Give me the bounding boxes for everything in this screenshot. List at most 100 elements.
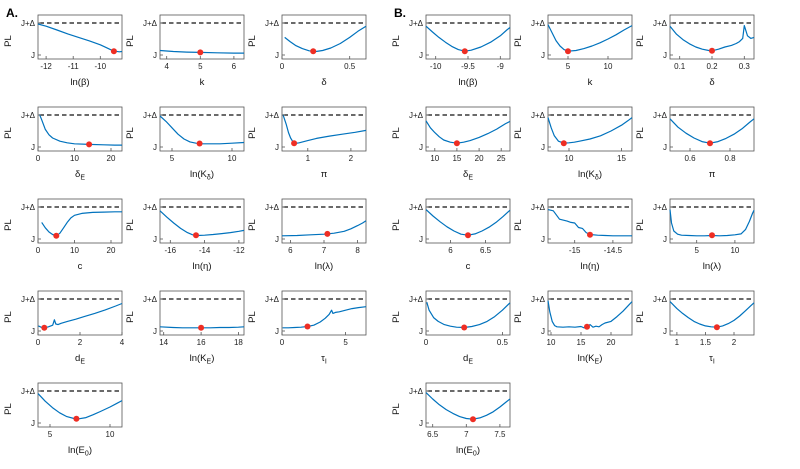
y-axis-label: PL <box>392 35 402 47</box>
profile-likelihood-curve <box>159 210 245 237</box>
axes-box <box>281 290 367 336</box>
y-tick-label: J <box>541 143 545 152</box>
optimum-dot <box>324 230 331 237</box>
panel-grid-b: -10 -9.5 -9 J+Δ J PL ln(β) 5 10 J+Δ J PL k 0.1 0.2 0.3 J… <box>391 8 758 464</box>
x-tick-label: 20 <box>475 154 484 163</box>
panel-label-B: B. <box>394 6 406 20</box>
x-tick-label: 0.1 <box>674 62 686 71</box>
x-tick-label: 14 <box>159 338 168 347</box>
subplot: 10 15 20 25 J+Δ J PL δE <box>391 106 511 182</box>
x-tick-label: 10 <box>70 154 79 163</box>
x-tick-label: 4 <box>120 338 125 347</box>
subplot: -12 -11 -10 J+Δ J PL ln(β) <box>3 14 123 88</box>
x-tick-label: 7.5 <box>494 430 506 439</box>
x-axis-label: τI <box>709 353 715 366</box>
y-tick-label: J <box>419 143 423 152</box>
y-tick-label: J <box>419 235 423 244</box>
x-tick-label: -12 <box>233 246 245 255</box>
profile-likelihood-curve <box>547 209 632 237</box>
axes-box <box>159 106 245 152</box>
x-tick-label: 6.5 <box>480 246 492 255</box>
x-axis-label: δ <box>709 77 714 88</box>
profile-likelihood-curve <box>282 114 367 145</box>
profile-likelihood-curve <box>669 301 755 328</box>
subplot-cell: 0.1 0.2 0.3 J+Δ J PL δ <box>635 8 758 96</box>
x-tick-label: -14 <box>199 246 211 255</box>
y-tick-label: J+Δ <box>531 295 546 304</box>
subplot-cell: 0 10 20 J+Δ J PL c <box>3 192 126 280</box>
axes-box <box>425 198 511 244</box>
y-axis-label: PL <box>392 403 402 415</box>
profile-likelihood-curve <box>425 120 511 144</box>
subplot: 10 15 20 J+Δ J PL ln(KE) <box>513 290 633 366</box>
axes-box <box>281 106 367 152</box>
x-tick-label: 1.5 <box>700 338 712 347</box>
optimum-dot <box>110 48 117 55</box>
optimum-dot <box>196 140 203 147</box>
x-tick-label: 5 <box>48 430 53 439</box>
x-tick-label: 10 <box>565 154 574 163</box>
subplot: 6 6.5 J+Δ J PL c <box>391 198 511 272</box>
x-tick-label: 0 <box>36 338 41 347</box>
axes-box <box>425 106 511 152</box>
subplot: 0 10 20 J+Δ J PL δE <box>3 106 123 182</box>
y-tick-label: J <box>31 235 35 244</box>
y-tick-label: J+Δ <box>143 203 158 212</box>
profile-likelihood-curve <box>426 302 511 329</box>
y-tick-label: J+Δ <box>21 203 36 212</box>
subplot: 14 16 18 J+Δ J PL ln(KE) <box>125 290 245 366</box>
x-tick-label: 0.2 <box>706 62 718 71</box>
y-tick-label: J+Δ <box>409 203 424 212</box>
subplot-cell: -12 -11 -10 J+Δ J PL ln(β) <box>3 8 126 96</box>
x-axis-label: ln(β) <box>458 77 477 88</box>
axes-box <box>547 290 633 336</box>
axes-box <box>669 198 755 244</box>
x-tick-label: 25 <box>497 154 506 163</box>
x-tick-label: 6 <box>232 62 237 71</box>
y-tick-label: J <box>541 235 545 244</box>
y-axis-label: PL <box>126 311 136 323</box>
optimum-dot <box>291 140 298 147</box>
y-tick-label: J+Δ <box>21 295 36 304</box>
y-tick-label: J+Δ <box>265 111 280 120</box>
x-axis-label: ln(Kδ) <box>578 169 602 182</box>
axes-box <box>547 198 633 244</box>
subplot-cell: 6.5 7 7.5 J+Δ J PL ln(E0) <box>391 376 514 464</box>
y-axis-label: PL <box>392 311 402 323</box>
x-tick-label: -15 <box>569 246 581 255</box>
y-tick-label: J <box>31 419 35 428</box>
panel-B: B. -10 -9.5 -9 J+Δ J PL ln(β) 5 10 J+Δ J PL k 0.1 0.2 0… <box>391 6 758 464</box>
subplot: -15 -14.5 J+Δ J PL ln(η) <box>513 198 633 272</box>
x-axis-label: δ <box>321 77 326 88</box>
x-tick-label: 5 <box>566 62 571 71</box>
x-tick-label: -12 <box>40 62 52 71</box>
x-axis-label: k <box>200 77 205 88</box>
y-tick-label: J+Δ <box>21 111 36 120</box>
x-axis-label: δE <box>463 169 473 182</box>
profile-likelihood-curve <box>282 306 367 329</box>
x-axis-label: ln(KE) <box>578 353 603 366</box>
subplot-cell: 4 5 6 J+Δ J PL k <box>125 8 248 96</box>
y-tick-label: J+Δ <box>143 111 158 120</box>
y-tick-label: J <box>663 51 667 60</box>
y-tick-label: J+Δ <box>265 203 280 212</box>
optimum-dot <box>461 48 468 55</box>
y-axis-label: PL <box>248 311 258 323</box>
optimum-dot <box>560 140 567 147</box>
y-axis-label: PL <box>4 127 14 139</box>
y-tick-label: J+Δ <box>653 203 668 212</box>
optimum-dot <box>310 48 317 55</box>
y-tick-label: J <box>275 143 279 152</box>
x-tick-label: 2 <box>349 154 354 163</box>
subplot-cell: 0 10 20 J+Δ J PL δE <box>3 100 126 188</box>
y-axis-label: PL <box>514 311 524 323</box>
optimum-dot <box>465 232 471 239</box>
x-tick-label: 15 <box>617 154 626 163</box>
x-tick-label: -9 <box>497 62 505 71</box>
optimum-dot <box>86 141 93 148</box>
optimum-dot <box>53 232 60 239</box>
y-tick-label: J <box>153 327 157 336</box>
x-tick-label: 20 <box>607 338 616 347</box>
x-tick-label: 20 <box>107 246 116 255</box>
x-axis-label: ln(β) <box>70 77 89 88</box>
